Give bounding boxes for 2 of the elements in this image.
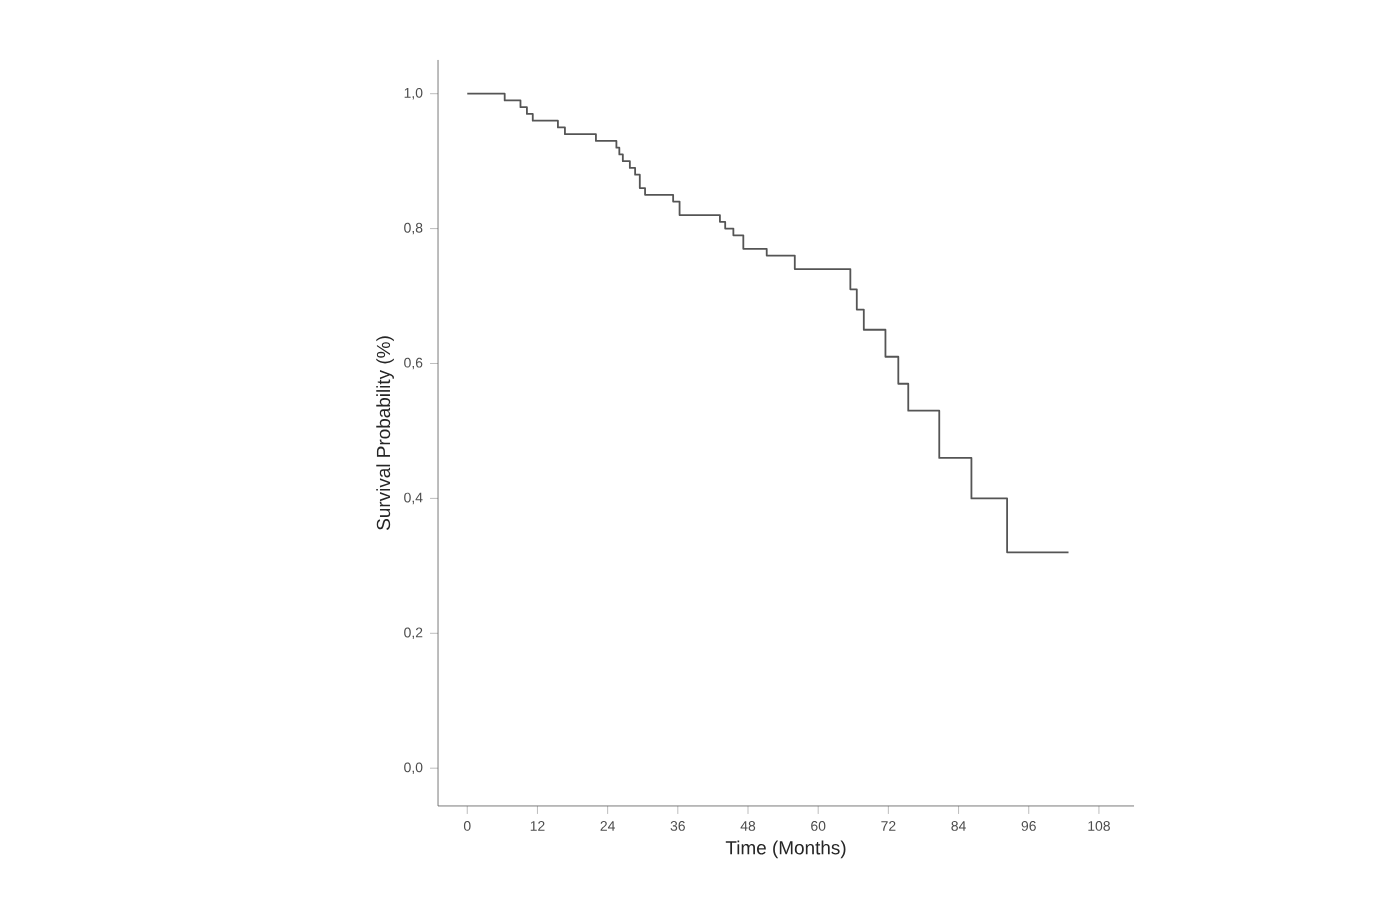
- y-axis-title: Survival Probability (%): [376, 336, 394, 530]
- x-axis-title: Time (Months): [725, 840, 846, 859]
